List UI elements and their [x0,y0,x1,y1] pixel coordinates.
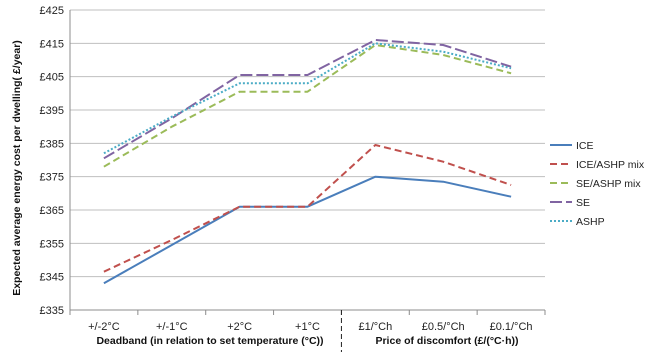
x-tick-label: +2°C [227,321,252,333]
x-tick-label: +/-2°C [88,321,120,333]
legend-label-ashp: ASHP [576,216,605,228]
x-tick-label: £1/°Ch [358,321,392,333]
y-tick-label: £335 [40,305,64,317]
y-tick-label: £375 [40,172,64,184]
x-tick-label: +/-1°C [156,321,188,333]
y-tick-label: £365 [40,205,64,217]
y-tick-label: £385 [40,138,64,150]
y-tick-label: £405 [40,72,64,84]
legend-label-ice-ashp-mix: ICE/ASHP mix [576,159,645,171]
series-line-se-ashp-mix [103,44,512,168]
series-lines [103,39,512,285]
y-tick-label: £395 [40,105,64,117]
series-line-ashp [103,42,512,155]
legend-label-se: SE [576,197,590,209]
y-tick-label: £345 [40,272,64,284]
x-tick-label: £0.1/°Ch [490,321,533,333]
x-tick-label: £0.5/°Ch [422,321,465,333]
legend-label-se-ashp-mix: SE/ASHP mix [576,178,641,190]
x-axis-group-title-deadband: Deadband (in relation to set temperature… [96,335,323,347]
x-axis-group-title-price: Price of discomfort (£/(°C·h)) [375,335,518,347]
series-line-ice-ashp-mix [103,144,512,273]
series-line-ice [103,175,512,285]
x-tick-label: +1°C [295,321,320,333]
y-tick-label: £425 [40,5,64,17]
series-line-se [103,39,512,160]
y-axis: £335 £345 £355 £365 £375 £385 £395 £405 £415 £425 [40,5,71,317]
y-tick-label: £415 [40,38,64,50]
y-tick-label: £355 [40,238,64,250]
legend: ICE ICE/ASHP mix SE/ASHP mix SE ASHP [550,140,645,228]
x-axis: +/-2°C +/-1°C +2°C +1°C £1/°Ch £0.5/°Ch £0.1/°… [69,309,546,352]
gridlines [70,9,545,278]
legend-label-ice: ICE [576,140,594,152]
y-axis-title: Expected average energy cost per dwellin… [11,40,23,296]
